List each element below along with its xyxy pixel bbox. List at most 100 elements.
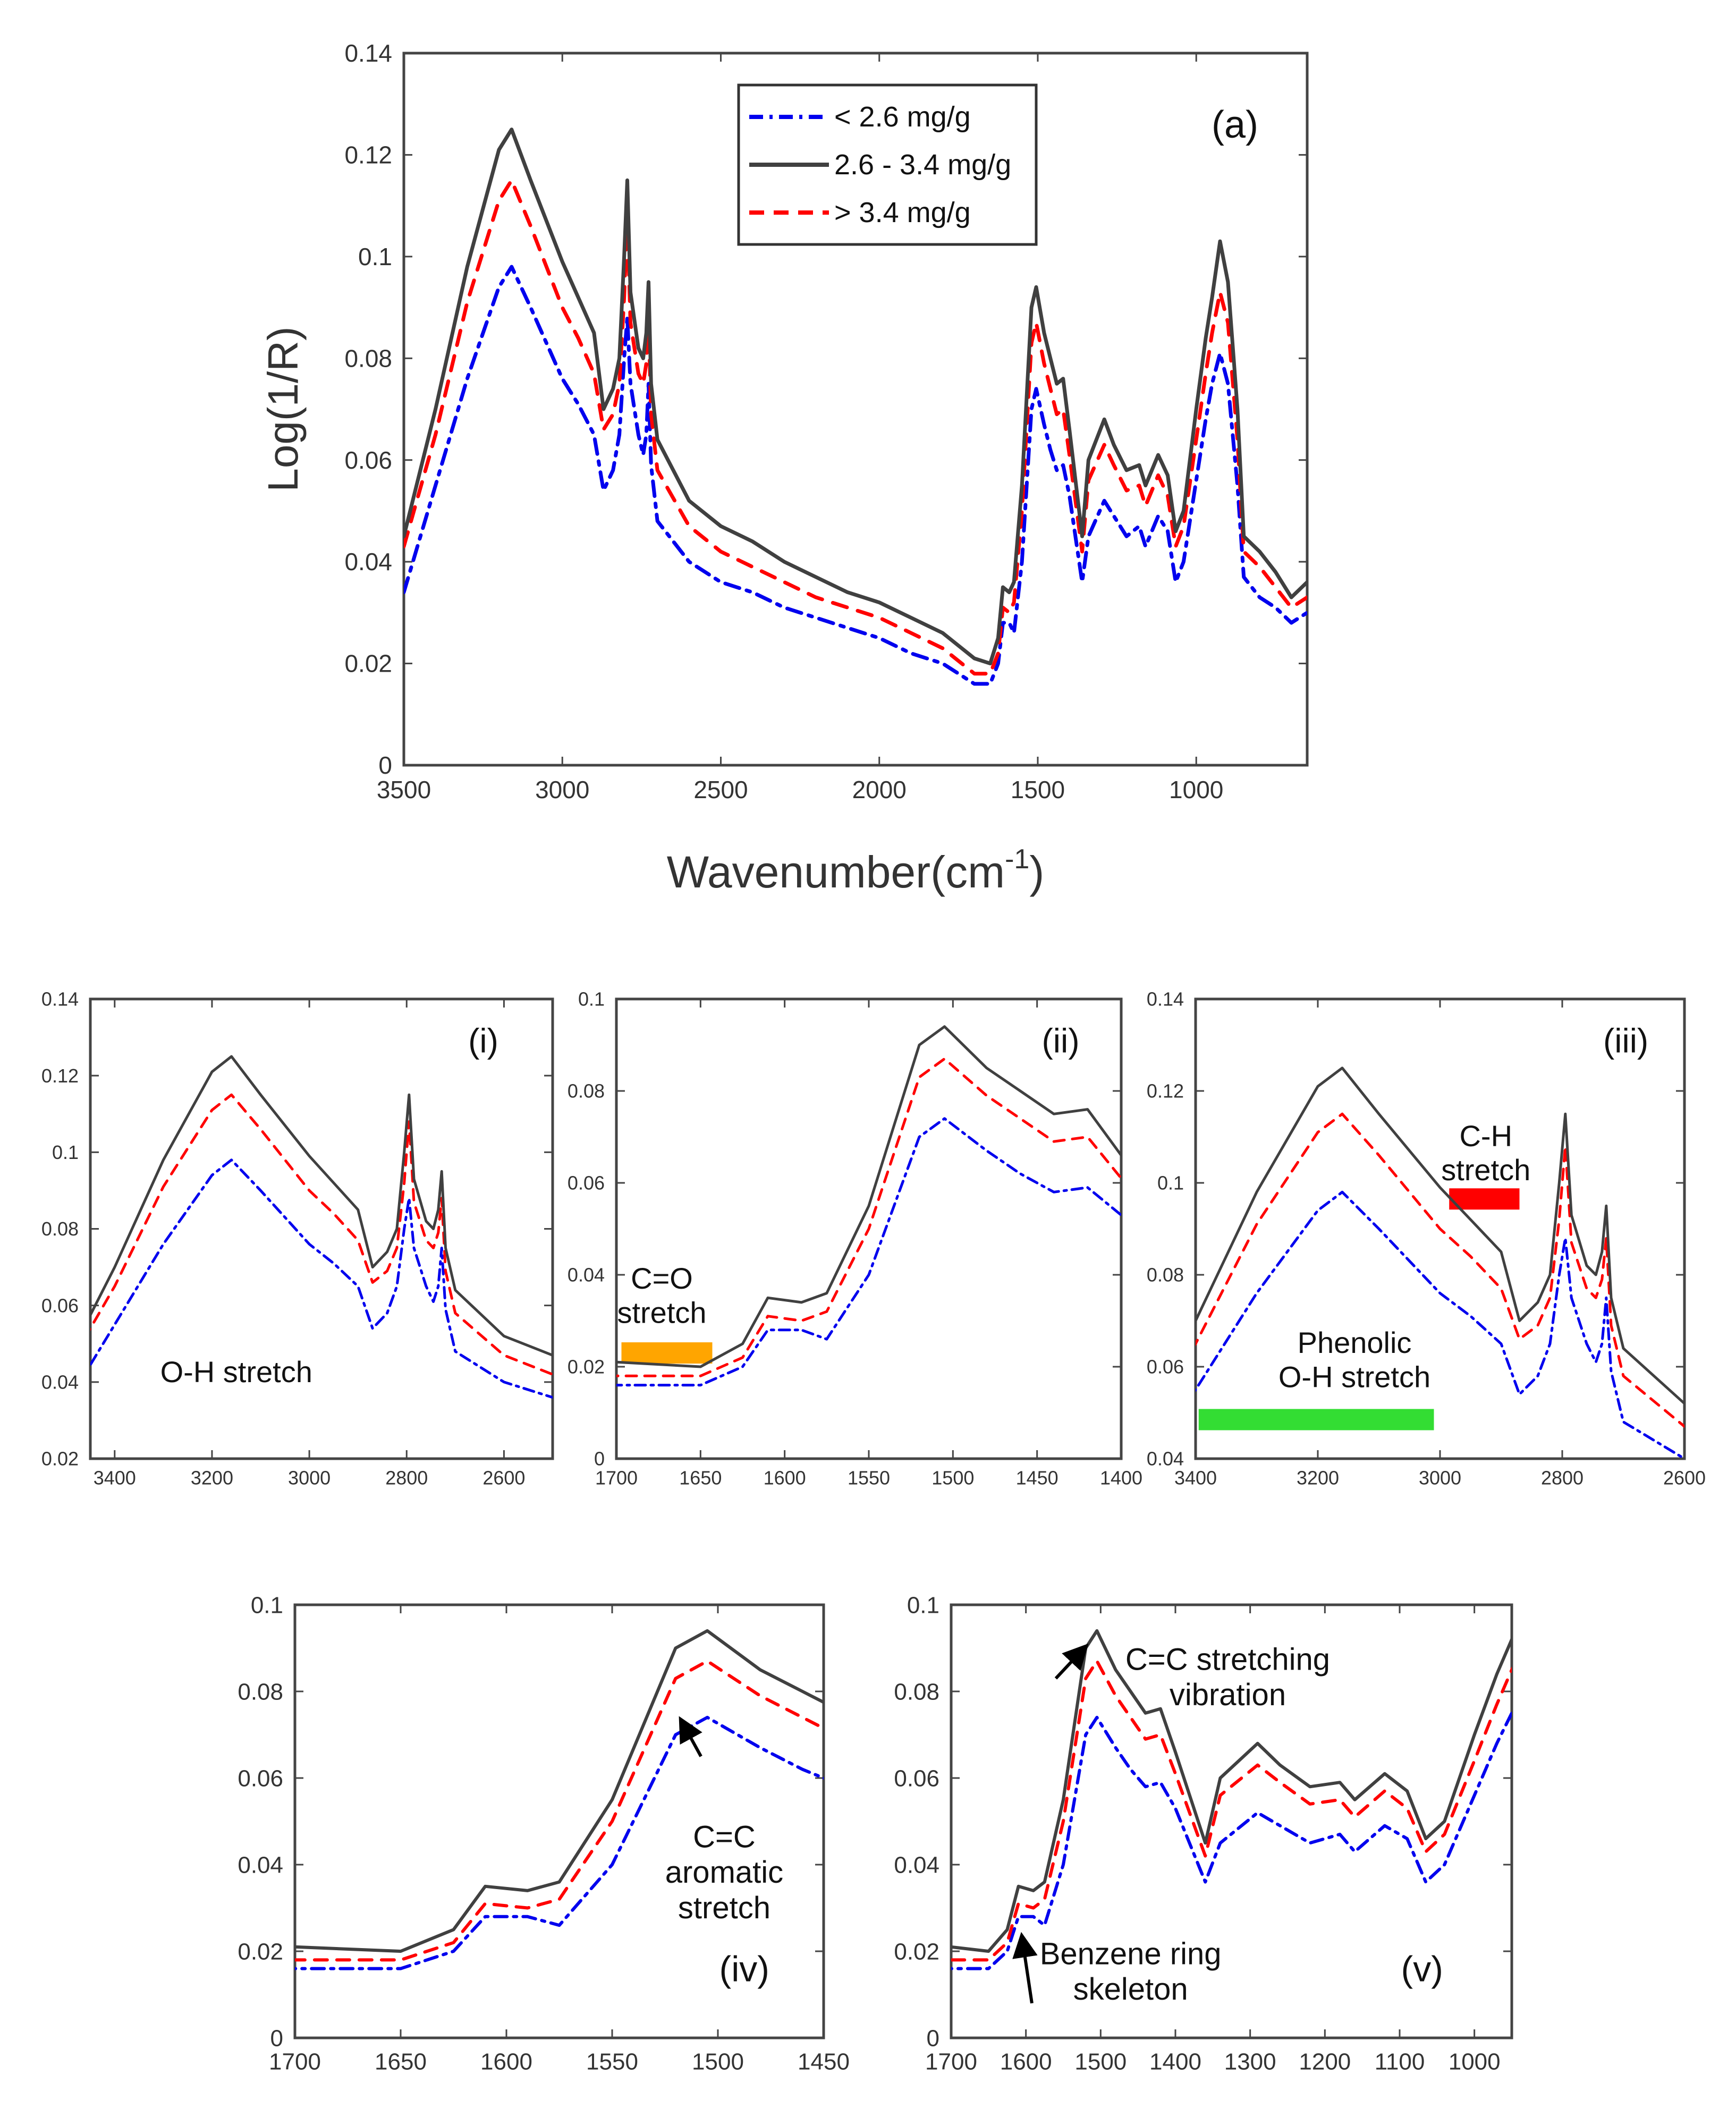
annotation-text: C=C stretching <box>1125 1642 1330 1677</box>
x-tick-label: 1550 <box>586 2049 638 2075</box>
y-tick-label: 0.02 <box>894 1939 939 1965</box>
annotation-text: C=C <box>693 1819 756 1854</box>
chart-panel-ii: 1700 1650 1600 1550 1500 1450 1400 0 0.02 0.04 0.0… <box>568 988 1142 1489</box>
x-tick-label: 1600 <box>1000 2049 1052 2075</box>
legend-label-low: < 2.6 mg/g <box>834 101 971 133</box>
x-tick-label: 3200 <box>1297 1467 1339 1489</box>
x-tick-label: 2500 <box>693 776 748 803</box>
x-tick-label: 2600 <box>482 1467 525 1489</box>
chart-panel-v: 1700 1600 1500 1400 1300 1200 1100 1000 0 0.02 0.0… <box>894 1592 1513 2075</box>
panel-label: (iv) <box>719 1949 769 1989</box>
x-tick-label: 1700 <box>925 2049 977 2075</box>
y-tick-label: 0.14 <box>1147 988 1184 1010</box>
y-tick-label: 0 <box>927 2025 939 2051</box>
x-tick-label: 1200 <box>1299 2049 1351 2075</box>
y-tick-label: 0.1 <box>578 988 605 1010</box>
x-tick-label: 2800 <box>385 1467 428 1489</box>
x-tick-label: 3000 <box>535 776 589 803</box>
x-tick-label: 1650 <box>679 1467 722 1489</box>
series-group <box>951 1629 1512 1970</box>
y-tick-label: 0.14 <box>41 988 79 1010</box>
chart-panel-iii: 3400 3200 3000 2800 2600 0.04 0.06 0.08 0.1 0.12 0… <box>1147 988 1706 1489</box>
x-tick-label: 1500 <box>692 2049 744 2075</box>
annotation-text: skeleton <box>1073 1972 1188 2007</box>
panel-label: (iii) <box>1603 1021 1648 1060</box>
x-tick-label: 1600 <box>480 2049 532 2075</box>
x-tick-label: 3400 <box>1174 1467 1217 1489</box>
y-tick-label: 0.08 <box>894 1679 939 1705</box>
y-tick-label: 0.04 <box>1147 1448 1184 1470</box>
y-tick-label: 0.04 <box>568 1264 605 1286</box>
y-tick-label: 0.02 <box>344 650 392 678</box>
y-tick-label: 0.1 <box>907 1592 939 1618</box>
x-tick-label: 3400 <box>94 1467 136 1489</box>
region-bar-co_bar <box>621 1342 713 1364</box>
y-tick-label: 0 <box>594 1448 605 1470</box>
annotation-text: Phenolic <box>1298 1326 1412 1359</box>
annotation-arrow <box>1012 1932 1038 2004</box>
x-axis-label-sup: -1 <box>1005 844 1029 875</box>
panel-label: (ii) <box>1041 1021 1079 1060</box>
y-tick-label: 0.06 <box>568 1172 605 1194</box>
y-tick-label: 0.04 <box>344 548 392 575</box>
annotation-text: O-H stretch <box>1278 1360 1430 1393</box>
annotation-text: C-H <box>1459 1119 1512 1153</box>
y-tick-label: 0 <box>378 751 392 779</box>
y-tick-label: 0.12 <box>1147 1080 1184 1102</box>
x-tick-label: 1700 <box>269 2049 321 2075</box>
y-tick-label: 0.08 <box>344 344 392 372</box>
y-axis-label: Log(1/R) <box>259 326 307 492</box>
y-tick-label: 0.08 <box>41 1218 79 1240</box>
annotation-text: aromatic <box>665 1855 783 1890</box>
y-tick-label: 0.1 <box>251 1592 283 1618</box>
y-tick-label: 0.06 <box>344 446 392 474</box>
y-tick-label: 0.12 <box>344 141 392 169</box>
annotation-text: stretch <box>1441 1153 1530 1187</box>
y-tick-label: 0.06 <box>238 1765 283 1791</box>
y-tick-label: 0.04 <box>894 1852 939 1878</box>
x-tick-label: 1550 <box>848 1467 890 1489</box>
x-axis-label: Wavenumber(cm-1) <box>667 844 1045 897</box>
x-tick-label: 1700 <box>595 1467 638 1489</box>
x-axis-label-end: ) <box>1029 847 1044 897</box>
y-tick-label: 0.12 <box>41 1065 79 1087</box>
annotation-text: vibration <box>1170 1678 1286 1712</box>
series-line-low <box>1196 1190 1684 1459</box>
x-tick-label: 3200 <box>191 1467 233 1489</box>
plot-frame <box>950 1603 1513 2039</box>
y-tick-label: 0.04 <box>238 1852 283 1878</box>
y-tick-label: 0.1 <box>1157 1172 1184 1194</box>
x-tick-label: 2600 <box>1663 1467 1706 1489</box>
x-tick-label: 1100 <box>1375 2049 1425 2075</box>
x-tick-label: 1400 <box>1149 2049 1201 2075</box>
x-tick-label: 1450 <box>1016 1467 1058 1489</box>
x-tick-label: 3000 <box>1419 1467 1461 1489</box>
y-tick-label: 0.14 <box>344 39 392 67</box>
legend-label-high: > 3.4 mg/g <box>834 197 971 228</box>
y-tick-label: 0.08 <box>568 1080 605 1102</box>
annotation-text: stretch <box>678 1891 770 1925</box>
series-line-mid <box>404 128 1307 666</box>
y-tick-label: 0.06 <box>41 1294 79 1316</box>
panel-label: (i) <box>468 1021 498 1060</box>
annotation-arrow <box>1054 1643 1089 1680</box>
x-tick-label: 3500 <box>377 776 431 803</box>
y-tick-label: 0.02 <box>238 1939 283 1965</box>
series-group <box>90 1055 553 1399</box>
series-line-low <box>90 1158 553 1399</box>
y-tick-label: 0.02 <box>568 1356 605 1378</box>
x-tick-label: 1650 <box>375 2049 427 2075</box>
series-group <box>1196 1067 1684 1459</box>
annotation-text: stretch <box>617 1296 706 1329</box>
annotation-text: C=O <box>631 1262 693 1295</box>
plot-frame <box>89 997 554 1460</box>
chart-panel-i: 3400 3200 3000 2800 2600 0.02 0.04 0.06 0.08 0.1 0… <box>41 988 554 1489</box>
chart-panel-a: 3500 3000 2500 2000 1500 1000 0 0.02 0.04 0.06 0.0… <box>259 39 1309 897</box>
panel-label: (v) <box>1401 1949 1443 1989</box>
x-tick-label: 1450 <box>798 2049 850 2075</box>
panel-label: (a) <box>1212 104 1258 146</box>
x-tick-label: 1500 <box>1011 776 1065 803</box>
legend-label-mid: 2.6 - 3.4 mg/g <box>834 149 1011 181</box>
plot-frame <box>293 1603 825 2039</box>
series-line-mid <box>616 1025 1121 1368</box>
